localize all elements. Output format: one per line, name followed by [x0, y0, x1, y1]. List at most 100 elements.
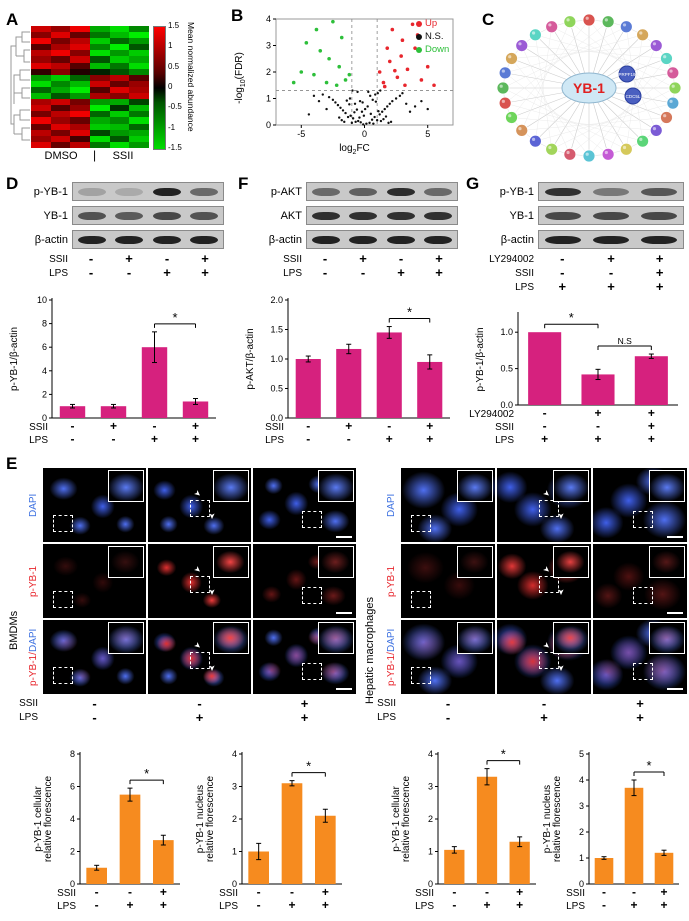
condition-row: LY294002 - + + [478, 252, 684, 266]
condition-label: LPS [283, 267, 302, 279]
bar [86, 867, 107, 884]
micrograph [43, 544, 146, 618]
heatmap-cell [50, 99, 71, 106]
blot-band [77, 235, 106, 244]
protein-node [619, 20, 633, 34]
ns-point [391, 99, 394, 103]
condition-symbol: + [201, 251, 209, 266]
heatmap-cell [129, 50, 149, 57]
roi-box [302, 511, 322, 528]
heatmap-cell [70, 117, 90, 124]
condition-symbol: - [602, 885, 606, 899]
blot-strip [72, 206, 224, 225]
heatmap-cell [50, 123, 71, 130]
sig-label: * [501, 747, 506, 762]
bar [182, 401, 209, 418]
ns-point [348, 103, 351, 106]
blot-band [311, 187, 340, 196]
image-row: DAPI ➤ ➤ [26, 468, 356, 542]
arrow-icon: ➤ [207, 588, 217, 596]
protein-node [636, 28, 650, 42]
y-tick: 4 [428, 749, 433, 759]
inset-zoom [213, 546, 249, 578]
condition-symbol: + [435, 251, 443, 266]
scale-bar [336, 688, 352, 690]
protein-node [496, 81, 510, 95]
sig-label: * [407, 305, 412, 320]
condition-symbol: + [655, 279, 664, 294]
condition-symbol: + [594, 406, 601, 420]
ns-point [366, 105, 369, 108]
ns-point [353, 102, 357, 106]
micrograph [401, 620, 495, 694]
y-tick: 3 [232, 782, 237, 792]
condition-label: LPS [19, 711, 38, 723]
condition-symbol: - [485, 885, 489, 899]
heatmap-cell [109, 86, 130, 94]
ns-point [346, 115, 350, 119]
roi-box [539, 500, 559, 517]
blot-lane [420, 231, 458, 248]
condition-symbol: - [71, 419, 75, 433]
condition-symbol: - [452, 898, 456, 912]
bar [654, 852, 674, 884]
heatmap-cell [109, 26, 130, 33]
condition-symbol: - [322, 265, 328, 280]
condition-symbol: + [660, 885, 667, 899]
bar-chart-svg: 0 1 2 3 4 5 p-YB-1 nucleus relative florescence… [542, 749, 679, 912]
ns-point [355, 108, 359, 111]
inset-stain [650, 623, 684, 653]
condition-symbol: - [543, 406, 547, 420]
heatmap-cell [31, 68, 51, 75]
heatmap-cell [50, 86, 71, 94]
ns-point [348, 97, 352, 100]
heatmap-cell [109, 32, 130, 39]
up-point [410, 22, 415, 27]
roi-box [411, 667, 431, 684]
micrograph [43, 620, 146, 694]
up-point [403, 83, 407, 88]
y-axis-label: p-AKT/β-actin [245, 328, 256, 389]
condition-row: SSII - + - + [248, 252, 458, 266]
condition-symbol: - [602, 898, 606, 912]
heatmap-cell [70, 141, 90, 148]
condition-label: SSII [29, 422, 48, 433]
condition-symbol: - [92, 695, 97, 711]
colorbar-ticks: 1.5 1 0.5 0 -0.5 -1 -1.5 [168, 22, 182, 152]
condition-symbols: - - + + [306, 266, 458, 280]
condition-symbol: + [163, 265, 171, 280]
protein-node [498, 96, 512, 110]
protein-node [545, 142, 559, 156]
panel-f-conditions: SSII - + - + LPS - - + + [248, 252, 458, 280]
heatmap-cell [129, 135, 149, 142]
condition-symbol: - [306, 432, 310, 446]
condition-label: LPS [265, 435, 284, 446]
y-tick: 2 [70, 847, 75, 857]
legend-dot-icon [416, 46, 422, 53]
bar [509, 841, 530, 884]
heatmap-cell [31, 44, 51, 51]
protein-node [528, 28, 542, 42]
condition-symbol: - [164, 251, 170, 266]
labeled-node-text: CDC5L [626, 94, 641, 99]
heatmap-cell [89, 105, 110, 112]
y-tick: 0 [428, 879, 433, 889]
micrograph [401, 544, 495, 618]
up-point [399, 54, 403, 58]
ns-point [388, 102, 391, 106]
condition-symbol: - [95, 885, 99, 899]
colorbar-tick: -1 [168, 122, 176, 132]
heatmap-cell [31, 38, 51, 45]
condition-symbol: + [426, 432, 433, 446]
condition-symbol: - [560, 251, 565, 266]
y-axis-label: p-YB-1 cellular [391, 786, 402, 852]
heatmap-cell [109, 80, 130, 87]
inset-zoom [108, 622, 144, 654]
condition-symbol: - [95, 898, 99, 912]
condition-row: SSII - + - + [14, 252, 224, 266]
down-point [312, 72, 316, 77]
condition-label: SSII [377, 697, 396, 709]
dendrogram [10, 31, 30, 141]
heatmap-cell [109, 105, 130, 112]
bar-chart-svg: 0 2 4 6 8 p-YB-1 cellular relative florescence… [33, 749, 180, 912]
